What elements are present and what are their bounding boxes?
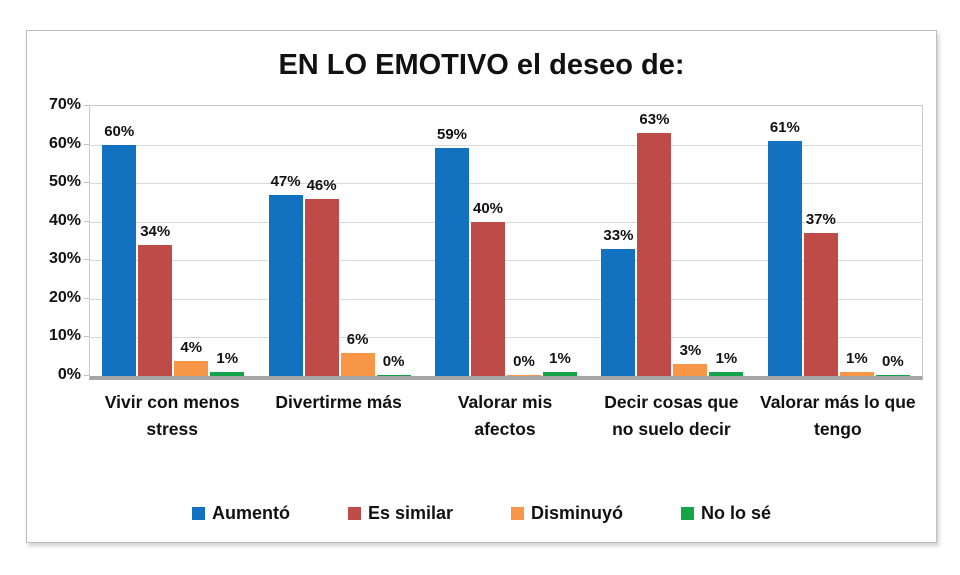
y-tick-mark <box>84 220 89 222</box>
bar-No lo sé <box>543 372 578 376</box>
bar-Es similar <box>304 198 339 376</box>
legend-swatch-icon <box>191 507 205 520</box>
x-category-label: Vivir con menos stress <box>104 392 240 439</box>
bar-Disminuyó <box>340 352 375 376</box>
bar-value-label: 46% <box>306 176 337 194</box>
chart-title: EN LO EMOTIVO el deseo de: <box>278 49 685 81</box>
bar-Es similar <box>471 221 506 376</box>
bar-value-label: 1% <box>715 350 738 368</box>
gridline <box>90 183 922 185</box>
y-tick-mark <box>84 336 89 338</box>
legend-item: Disminuyó <box>511 503 623 524</box>
bar-value-label: 33% <box>603 226 634 244</box>
legend-label: Aumentó <box>211 503 290 523</box>
bar-group: 47% 46% 6% 0% <box>256 106 422 376</box>
y-tick-mark <box>84 105 89 106</box>
legend-label: No lo sé <box>701 503 772 523</box>
bar-value-label: 1% <box>216 350 239 368</box>
legend-swatch-icon <box>347 507 361 520</box>
gridline <box>90 260 922 262</box>
legend-item: Es similar <box>347 503 454 524</box>
bar-No lo sé <box>210 372 245 376</box>
chart-card: EN LO EMOTIVO el deseo de: 70% 60% 50% 40% 3… <box>26 30 937 543</box>
bar-group: 60% 34% 4% 1% <box>90 106 256 376</box>
y-tick-mark <box>84 297 89 299</box>
bar-Disminuyó <box>507 374 542 376</box>
bar-value-label: 3% <box>679 342 702 360</box>
x-category-label: Divertirme más <box>275 392 402 412</box>
bar-No lo sé <box>376 374 411 376</box>
bar-value-label: 47% <box>270 172 301 190</box>
legend: Aumentó Es similar Disminuyó No lo sé <box>27 503 936 524</box>
y-tick-label: 10% <box>48 327 81 345</box>
bar-No lo sé <box>709 372 744 376</box>
x-category-label: Decir cosas que no suelo decir <box>604 392 739 439</box>
plot-area: 60% 34% 4% 1% 47% 46% 6% 0% 59% 40% 0% 1% 33% 63% 3% 1%… <box>89 105 923 380</box>
gridline <box>90 144 922 146</box>
y-tick-mark <box>84 182 89 184</box>
bar-groups: 60% 34% 4% 1% 47% 46% 6% 0% 59% 40% 0% 1% 33% 63% 3% 1%… <box>90 106 922 376</box>
y-tick-mark <box>84 375 89 376</box>
y-tick-label: 70% <box>48 96 81 113</box>
bar-Aumentó <box>601 248 636 376</box>
bar-Es similar <box>138 244 173 376</box>
bar-value-label: 63% <box>639 111 670 128</box>
bar-Disminuyó <box>673 364 708 376</box>
bar-value-label: 1% <box>845 350 868 368</box>
bar-Disminuyó <box>174 360 209 376</box>
bar-Es similar <box>637 133 672 376</box>
bar-Es similar <box>803 233 838 376</box>
bar-value-label: 0% <box>382 352 405 370</box>
bar-Aumentó <box>102 144 137 376</box>
bar-value-label: 1% <box>549 350 571 368</box>
y-tick-label: 30% <box>48 250 81 268</box>
bar-value-label: 60% <box>104 122 135 140</box>
bar-group: 33% 63% 3% 1% <box>589 106 755 376</box>
bar-value-label: 6% <box>346 330 369 348</box>
y-tick-label: 60% <box>48 134 81 152</box>
legend-item: No lo sé <box>681 503 771 524</box>
bar-Disminuyó <box>839 372 874 376</box>
bar-group: 61% 37% 1% 0% <box>756 106 922 376</box>
bar-Aumentó <box>435 148 470 376</box>
x-axis-labels: Vivir con menos stress Divertirme más Valo… <box>89 389 921 443</box>
bar-group: 59% 40% 0% 1% <box>423 106 589 376</box>
bar-Aumentó <box>268 194 303 376</box>
bar-value-label: 4% <box>180 338 203 356</box>
x-category-label: Valorar mis afectos <box>457 392 553 439</box>
gridline <box>90 298 922 300</box>
bar-value-label: 40% <box>473 199 504 217</box>
y-tick-label: 20% <box>48 288 81 306</box>
legend-label: Disminuyó <box>531 503 624 523</box>
bar-value-label: 0% <box>881 352 904 370</box>
bar-value-label: 37% <box>805 211 836 229</box>
y-tick-label: 50% <box>48 173 81 191</box>
legend-item: Aumentó <box>191 503 290 524</box>
y-tick-mark <box>84 143 89 145</box>
gridline <box>90 337 922 339</box>
bar-value-label: 0% <box>513 352 535 370</box>
legend-swatch-icon <box>681 507 695 520</box>
bar-value-label: 61% <box>769 118 800 136</box>
bar-Aumentó <box>767 140 802 376</box>
y-tick-mark <box>84 259 89 261</box>
y-tick-label: 40% <box>48 211 81 229</box>
x-category-label: Valorar más lo que tengo <box>760 392 916 439</box>
gridline <box>90 221 922 223</box>
legend-label: Es similar <box>367 503 454 523</box>
y-tick-label: 0% <box>57 366 81 383</box>
bar-value-label: 59% <box>437 126 468 144</box>
bar-value-label: 34% <box>140 222 171 240</box>
bar-No lo sé <box>875 374 910 376</box>
legend-swatch-icon <box>511 507 525 520</box>
